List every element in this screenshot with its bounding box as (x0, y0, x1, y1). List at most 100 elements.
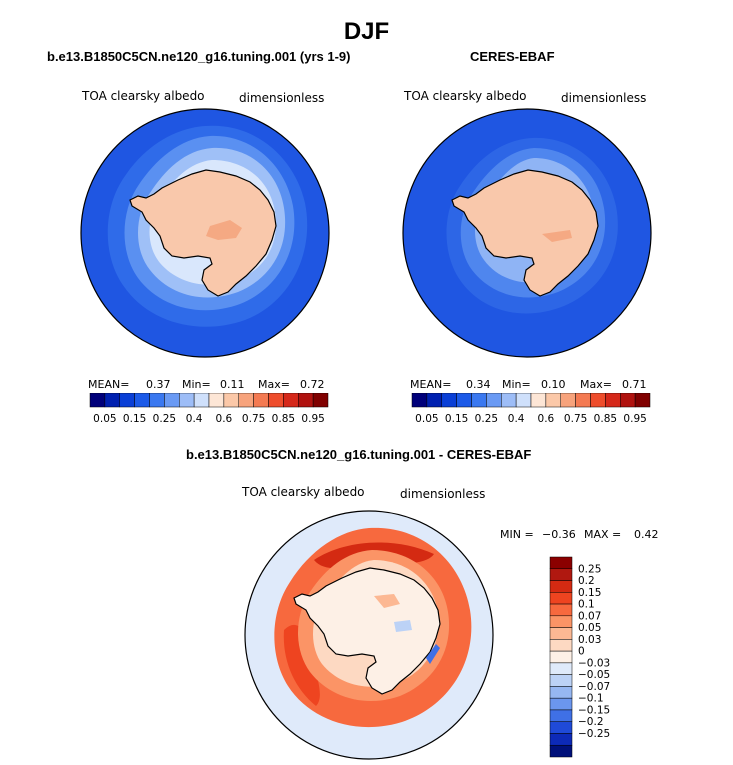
panel-2-min-value: 0.10 (541, 378, 566, 391)
panel-3-units-label: dimensionless (400, 487, 486, 501)
panel-2-max-value: 0.71 (622, 378, 647, 391)
colorbar-swatch (549, 627, 573, 640)
colorbar-tick-label: −0.2 (578, 716, 604, 728)
panel-2-max-label: Max= (580, 378, 612, 391)
colorbar-swatch (104, 393, 120, 408)
panel-1-title: b.e13.B1850C5CN.ne120_g16.tuning.001 (yr… (47, 49, 351, 64)
colorbar-tick-label: −0.05 (578, 669, 610, 681)
colorbar-tick-label: −0.25 (578, 728, 610, 740)
colorbar-swatch (549, 686, 573, 699)
colorbar-tick-label: 0.15 (578, 587, 601, 599)
panel-3-min-label: MIN = (500, 528, 534, 541)
map-observations (402, 108, 652, 358)
map-border (244, 510, 494, 760)
colorbar-swatch (549, 615, 573, 628)
colorbar-tick-label: 0.07 (578, 610, 601, 622)
colorbar-swatch (89, 393, 106, 408)
panel-2-units-label: dimensionless (561, 91, 647, 105)
interior-high-albedo (206, 220, 242, 240)
colorbar-tick-label: 0.75 (564, 413, 587, 425)
panel-1-variable-label: TOA clearsky albedo (82, 89, 205, 103)
colorbar-tick-label: 0.15 (123, 413, 146, 425)
colorbar-tick-label: 0.05 (93, 413, 116, 425)
panel-1-mean-value: 0.37 (146, 378, 171, 391)
colorbar-swatch (486, 393, 502, 408)
colorbar-swatch (549, 603, 573, 617)
panel-2-mean-value: 0.34 (466, 378, 491, 391)
colorbar-swatch (549, 662, 573, 675)
colorbar-observations: 0.05 0.15 0.25 0.4 0.6 0.75 0.85 0.95 (411, 393, 651, 425)
panel-2-mean-label: MEAN= (410, 378, 452, 391)
colorbar-swatch (134, 393, 150, 408)
colorbar-swatch (164, 393, 180, 408)
colorbar-swatch (620, 393, 636, 408)
coastal-negative-patch (426, 644, 440, 664)
colorbar-swatch (515, 393, 532, 408)
colorbar-swatch (549, 744, 573, 758)
panel-3-max-label: MAX = (584, 528, 622, 541)
colorbar-swatch (549, 674, 573, 687)
panel-3-max-value: 0.42 (634, 528, 659, 541)
antarctica-land (451, 169, 599, 297)
colorbar-swatch (456, 393, 472, 408)
colorbar-tick-label: 0 (578, 646, 585, 658)
panel-1-min-label: Min= (182, 378, 211, 391)
panel-3-title: b.e13.B1850C5CN.ne120_g16.tuning.001 - C… (186, 447, 532, 462)
interior-negative-patch (394, 620, 412, 632)
positive-strong-west (283, 624, 320, 706)
panel-2-variable-label: TOA clearsky albedo (404, 89, 527, 103)
colorbar-swatch (549, 733, 573, 746)
colorbar-swatch (634, 393, 651, 408)
colorbar-tick-label: 0.95 (623, 413, 646, 425)
colorbar-tick-label: 0.4 (186, 413, 203, 425)
panel-1-max-value: 0.72 (300, 378, 325, 391)
colorbar-tick-label: 0.6 (538, 413, 555, 425)
colorbar-tick-label: 0.1 (578, 599, 595, 611)
colorbar-tick-label: −0.07 (578, 681, 610, 693)
colorbar-model: 0.05 0.15 0.25 0.4 0.6 0.75 0.85 0.95 (89, 393, 329, 425)
interior-high-albedo (542, 230, 572, 242)
colorbar-swatch (549, 568, 573, 581)
colorbar-tick-label: 0.05 (578, 622, 601, 634)
colorbar-tick-label: 0.95 (301, 413, 324, 425)
map-model (80, 108, 330, 358)
colorbar-tick-label: −0.03 (578, 657, 610, 669)
colorbar-swatch (549, 697, 573, 711)
colorbar-swatch (501, 393, 517, 408)
colorbar-swatch (283, 393, 299, 408)
colorbar-tick-label: 0.4 (508, 413, 525, 425)
colorbar-swatch (549, 580, 573, 593)
colorbar-swatch (549, 721, 573, 734)
colorbar-tick-label: 0.85 (272, 413, 295, 425)
colorbar-swatch (253, 393, 269, 408)
colorbar-swatch (549, 709, 573, 722)
colorbar-swatch (298, 393, 314, 408)
colorbar-tick-label: 0.75 (242, 413, 265, 425)
colorbar-swatch (605, 393, 621, 408)
panel-3-variable-label: TOA clearsky albedo (242, 485, 365, 499)
colorbar-tick-label: 0.25 (475, 413, 498, 425)
colorbar-swatch (549, 650, 573, 664)
colorbar-swatch (549, 556, 573, 570)
panel-1-units-label: dimensionless (239, 91, 325, 105)
colorbar-tick-label: 0.25 (578, 563, 601, 575)
colorbar-tick-label: 0.6 (216, 413, 233, 425)
colorbar-tick-label: −0.1 (578, 693, 604, 705)
colorbar-swatch (193, 393, 210, 408)
colorbar-tick-label: 0.85 (594, 413, 617, 425)
interior-positive-patch (374, 594, 400, 608)
colorbar-swatch (545, 393, 561, 408)
colorbar-swatch (530, 393, 547, 408)
panel-3-min-value: −0.36 (542, 528, 576, 541)
colorbar-tick-label: 0.03 (578, 634, 601, 646)
colorbar-swatch (549, 592, 573, 605)
colorbar-swatch (238, 393, 254, 408)
colorbar-swatch (223, 393, 239, 408)
colorbar-swatch (312, 393, 329, 408)
colorbar-tick-label: 0.25 (153, 413, 176, 425)
map-border (402, 108, 652, 358)
antarctica-land (129, 169, 277, 297)
colorbar-swatch (560, 393, 576, 408)
page-title: DJF (343, 18, 390, 45)
map-border (80, 108, 330, 358)
